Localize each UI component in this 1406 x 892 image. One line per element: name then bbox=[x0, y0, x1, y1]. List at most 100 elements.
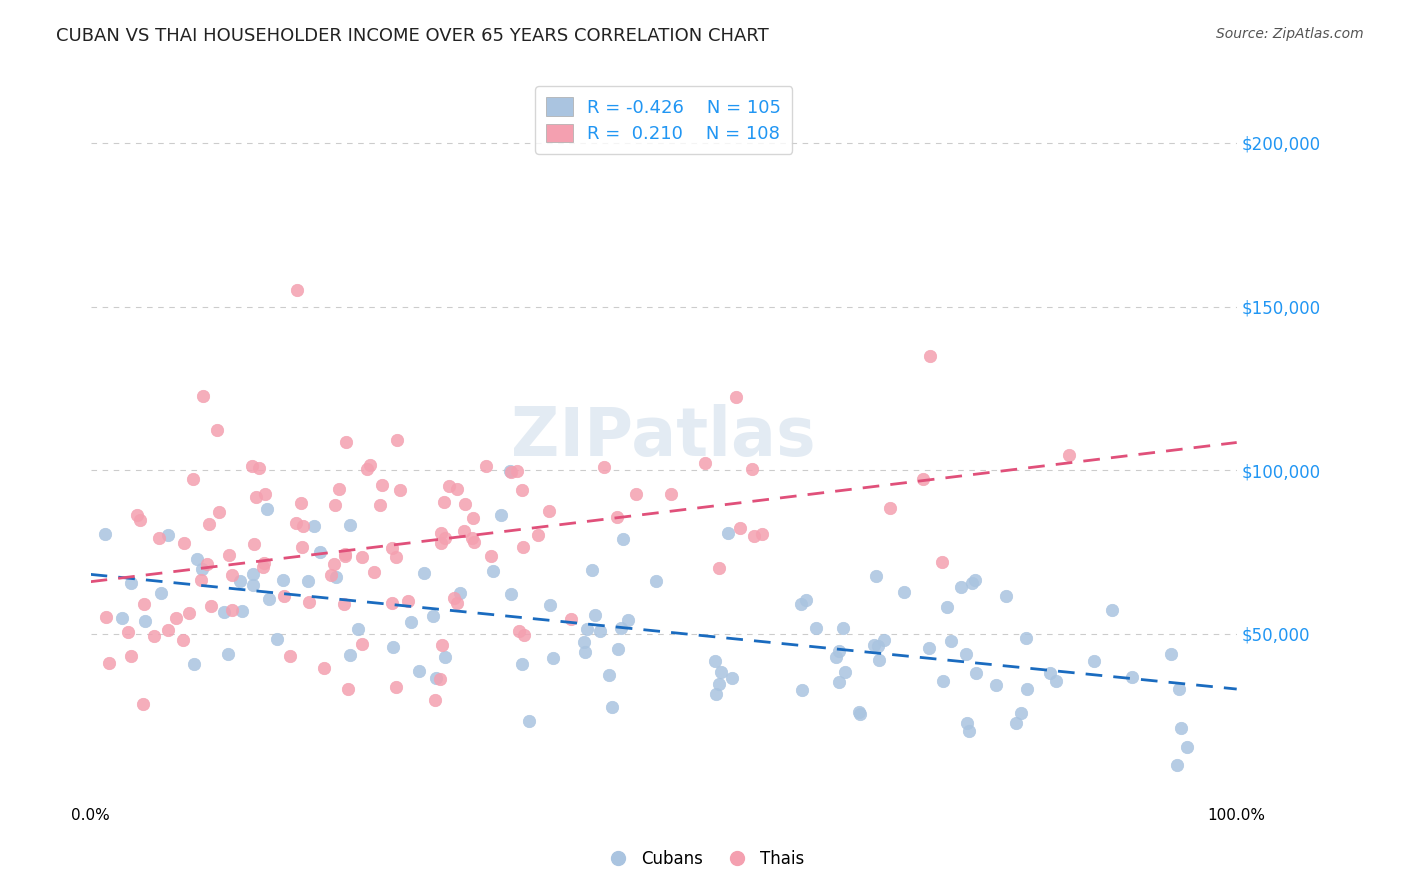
Text: ZIPatlas: ZIPatlas bbox=[512, 404, 815, 470]
Point bbox=[323, 557, 346, 571]
Point bbox=[385, 433, 408, 447]
Point bbox=[186, 551, 208, 566]
Point bbox=[132, 597, 155, 611]
Point bbox=[214, 605, 236, 619]
Point bbox=[285, 283, 308, 297]
Point bbox=[183, 657, 205, 672]
Point bbox=[1175, 739, 1198, 754]
Point bbox=[247, 461, 270, 475]
Point bbox=[429, 672, 451, 686]
Point bbox=[1015, 682, 1038, 697]
Point bbox=[513, 628, 536, 642]
Point bbox=[143, 629, 166, 643]
Point bbox=[433, 531, 456, 545]
Point bbox=[950, 580, 973, 594]
Point bbox=[792, 682, 814, 697]
Point bbox=[832, 621, 855, 635]
Point bbox=[918, 349, 941, 363]
Point bbox=[481, 564, 503, 578]
Point bbox=[1121, 670, 1143, 684]
Point bbox=[825, 649, 848, 664]
Point bbox=[256, 501, 278, 516]
Point bbox=[499, 466, 522, 480]
Point bbox=[423, 693, 446, 707]
Point bbox=[804, 621, 827, 635]
Point bbox=[97, 656, 120, 670]
Point bbox=[380, 541, 402, 556]
Point bbox=[430, 638, 453, 652]
Point bbox=[413, 566, 436, 581]
Point bbox=[388, 483, 411, 497]
Point bbox=[363, 565, 385, 579]
Point bbox=[117, 624, 139, 639]
Point bbox=[346, 622, 368, 636]
Point bbox=[245, 491, 267, 505]
Point bbox=[789, 597, 811, 611]
Point bbox=[177, 606, 200, 620]
Point bbox=[252, 560, 274, 574]
Point bbox=[172, 633, 194, 648]
Point bbox=[183, 472, 205, 486]
Point bbox=[292, 518, 315, 533]
Point bbox=[941, 633, 963, 648]
Point bbox=[617, 613, 640, 627]
Point bbox=[742, 529, 765, 543]
Point bbox=[111, 610, 134, 624]
Point bbox=[96, 610, 118, 624]
Point bbox=[710, 665, 733, 680]
Point bbox=[157, 623, 180, 637]
Point bbox=[359, 458, 381, 472]
Point bbox=[931, 555, 953, 569]
Point bbox=[437, 479, 460, 493]
Point bbox=[512, 540, 534, 554]
Point bbox=[297, 574, 319, 588]
Point bbox=[454, 497, 477, 511]
Point bbox=[449, 586, 471, 600]
Point bbox=[863, 638, 886, 652]
Point bbox=[1059, 448, 1081, 462]
Point bbox=[350, 550, 373, 565]
Point bbox=[574, 635, 596, 649]
Point bbox=[828, 674, 851, 689]
Point bbox=[284, 516, 307, 531]
Point bbox=[120, 649, 142, 664]
Point bbox=[965, 666, 987, 681]
Point bbox=[721, 671, 744, 685]
Point bbox=[453, 524, 475, 538]
Point bbox=[707, 677, 730, 691]
Point bbox=[173, 536, 195, 550]
Point bbox=[581, 563, 603, 577]
Point bbox=[868, 653, 890, 667]
Point bbox=[728, 521, 751, 535]
Point bbox=[955, 648, 977, 662]
Point bbox=[243, 537, 266, 551]
Point bbox=[917, 641, 939, 656]
Point bbox=[430, 525, 453, 540]
Text: CUBAN VS THAI HOUSEHOLDER INCOME OVER 65 YEARS CORRELATION CHART: CUBAN VS THAI HOUSEHOLDER INCOME OVER 65… bbox=[56, 27, 769, 45]
Point bbox=[935, 599, 957, 614]
Point bbox=[381, 596, 404, 610]
Point bbox=[794, 593, 817, 607]
Point bbox=[150, 585, 173, 599]
Point bbox=[610, 622, 633, 636]
Point bbox=[911, 472, 934, 486]
Point bbox=[461, 511, 484, 525]
Point bbox=[371, 478, 394, 492]
Point bbox=[1039, 665, 1062, 680]
Point bbox=[396, 594, 419, 608]
Point bbox=[560, 611, 582, 625]
Point bbox=[834, 665, 856, 680]
Point bbox=[273, 590, 295, 604]
Point bbox=[325, 498, 347, 512]
Point bbox=[709, 561, 731, 575]
Point bbox=[408, 665, 430, 679]
Point bbox=[474, 458, 496, 473]
Point bbox=[541, 651, 564, 665]
Point bbox=[624, 487, 647, 501]
Point bbox=[499, 464, 522, 478]
Point bbox=[314, 661, 336, 675]
Point bbox=[333, 549, 356, 563]
Point bbox=[693, 456, 716, 470]
Point bbox=[242, 567, 264, 582]
Point bbox=[751, 527, 773, 541]
